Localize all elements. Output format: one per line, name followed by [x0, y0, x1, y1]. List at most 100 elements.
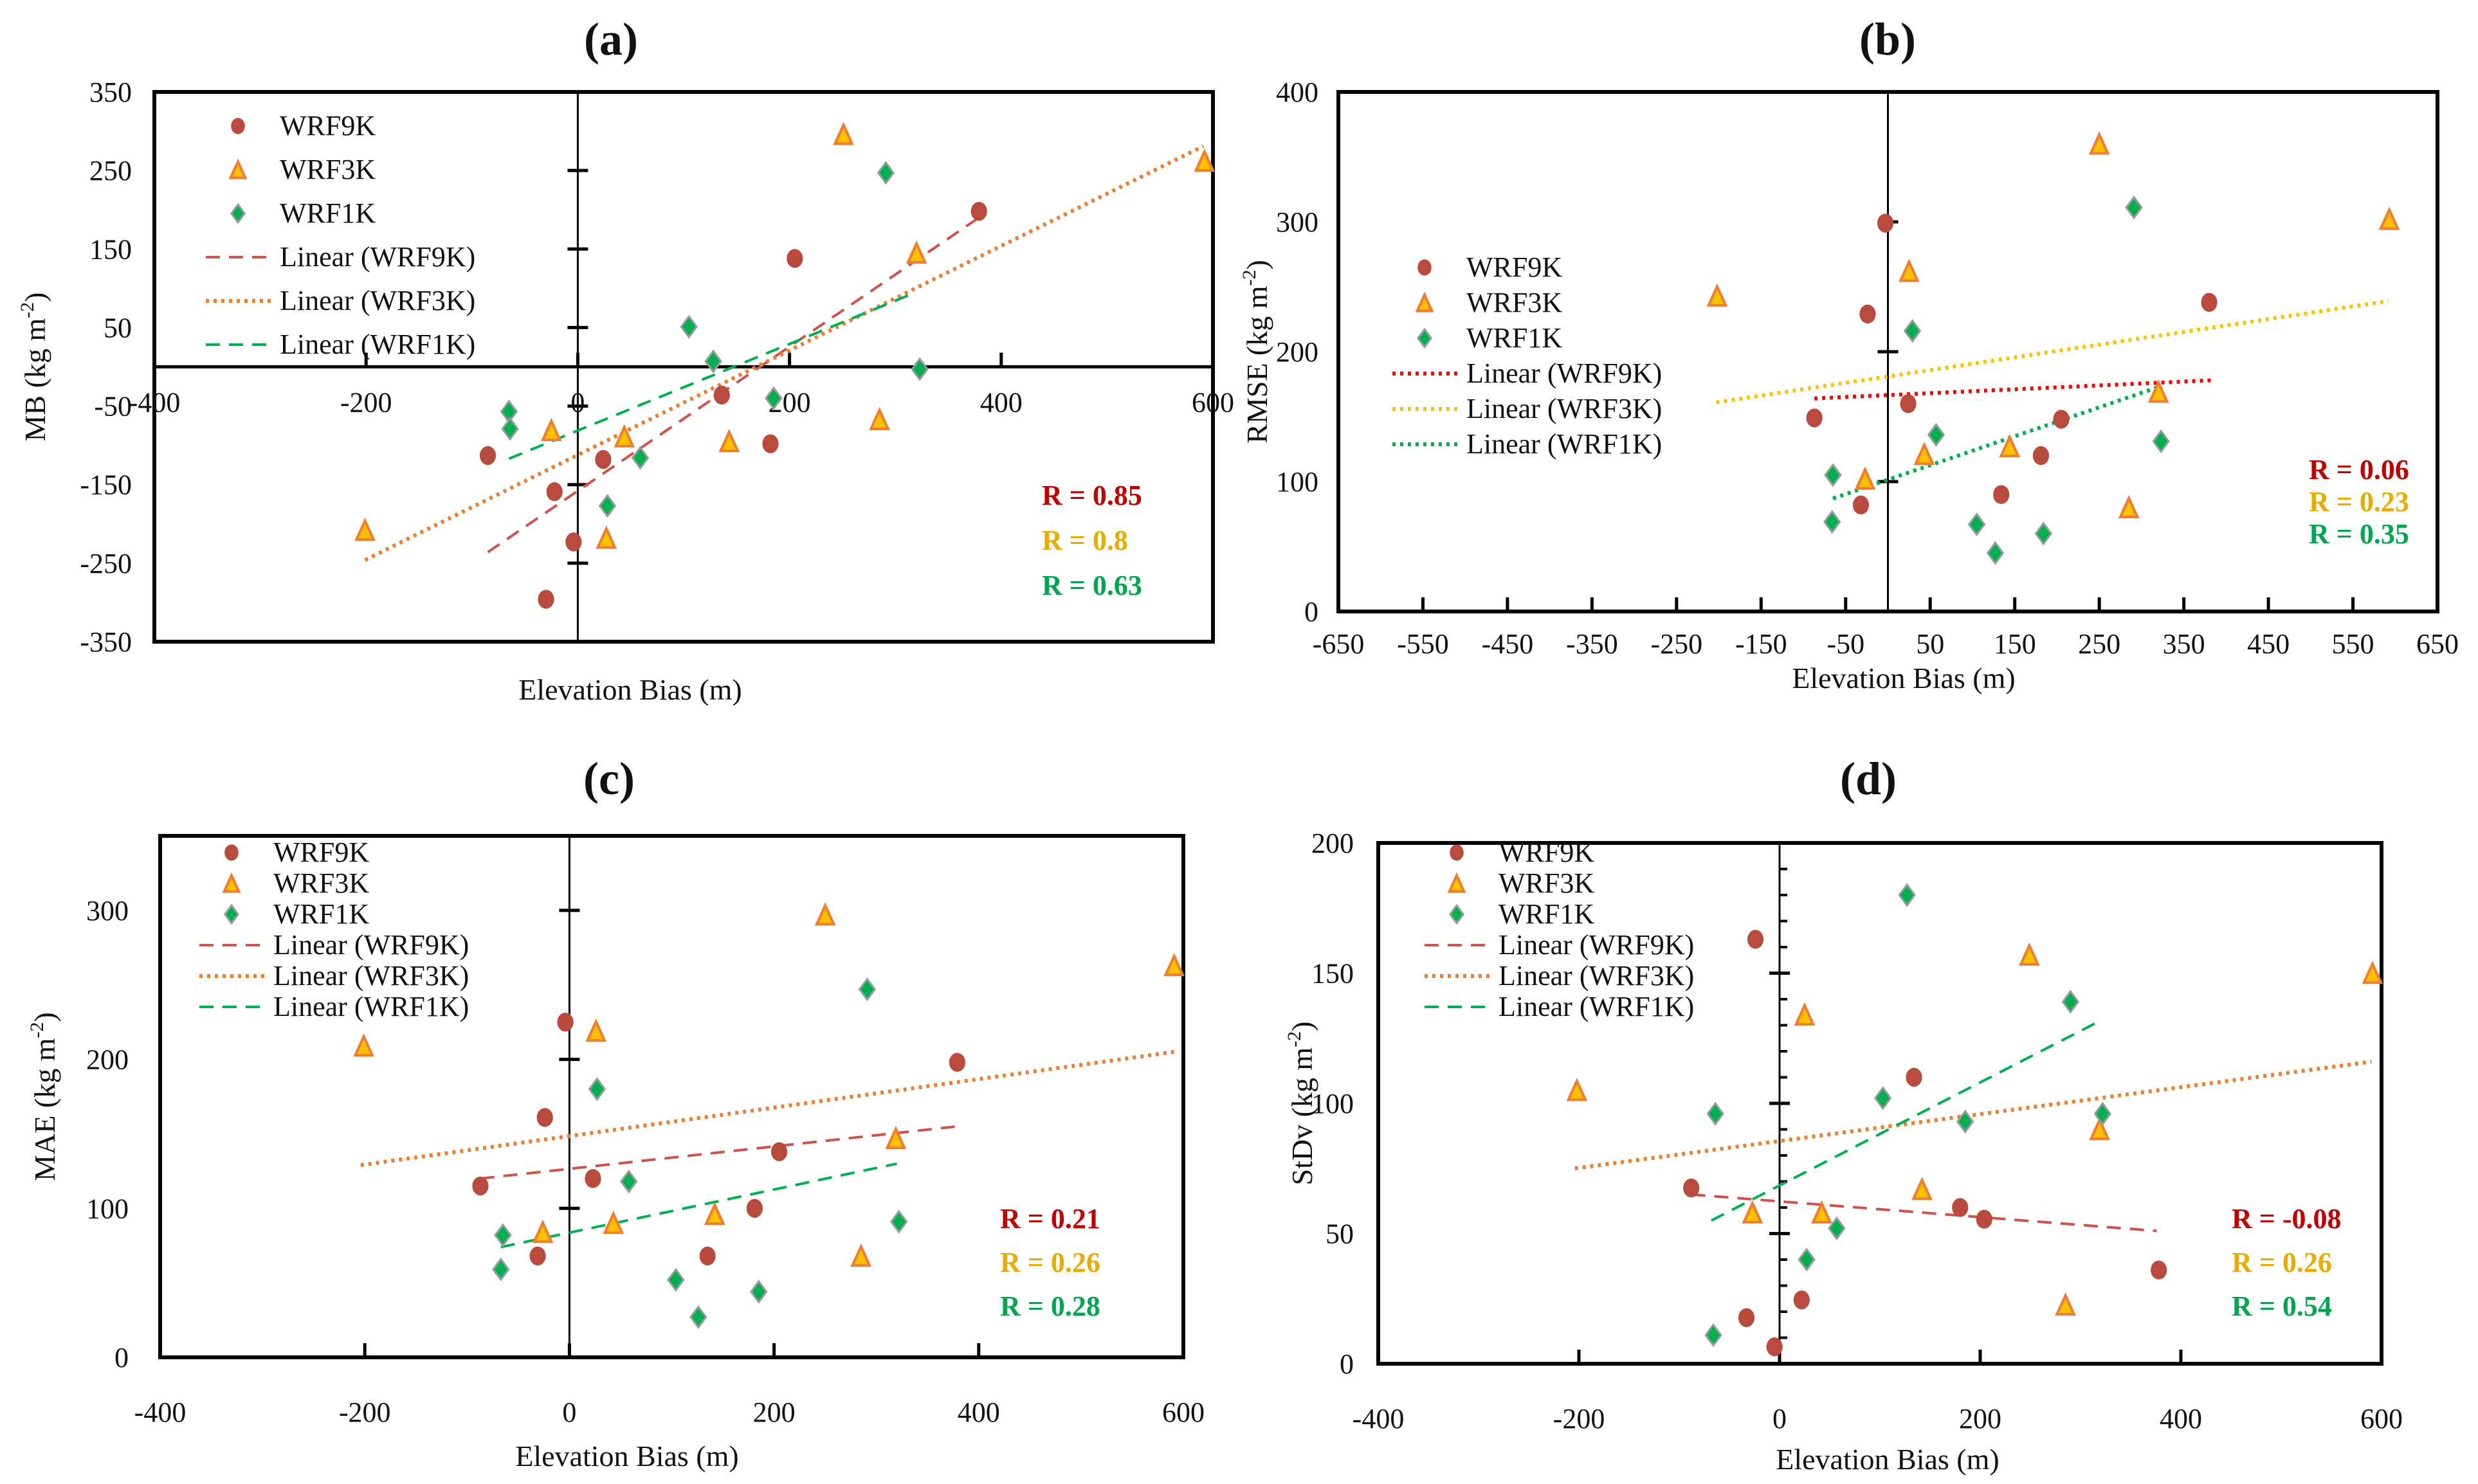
legend-label: Linear (WRF1K): [280, 329, 475, 360]
y-tick-label: 300: [86, 895, 129, 927]
y-tick-label: -250: [80, 548, 132, 579]
y-tick-label: 350: [89, 77, 132, 108]
x-tick-label: 200: [753, 1397, 796, 1428]
data-point-wrf1k: [1823, 509, 1841, 534]
y-tick-label: 200: [86, 1044, 129, 1076]
legend-label: Linear (WRF3K): [1499, 960, 1694, 991]
x-tick-label: -400: [129, 387, 181, 419]
data-point-wrf1k: [877, 161, 895, 185]
data-point-wrf3k: [704, 1202, 725, 1226]
data-point-wrf3k: [1794, 1002, 1816, 1026]
r-value-annotation: R = 0.63: [1042, 570, 1142, 601]
data-point-wrf1k: [501, 417, 519, 441]
x-axis-label: Elevation Bias (m): [518, 673, 742, 706]
legend-marker-wrf1k: [1416, 327, 1433, 349]
data-point-wrf3k: [1194, 148, 1216, 172]
x-tick-label: 400: [958, 1397, 1000, 1428]
data-point-wrf9k: [762, 434, 779, 453]
data-point-wrf3k: [814, 902, 836, 926]
data-point-wrf1k: [667, 1267, 685, 1292]
data-point-wrf1k: [1706, 1101, 1724, 1126]
legend-marker-wrf9k: [1417, 259, 1432, 276]
data-point-wrf1k: [1956, 1109, 1974, 1134]
data-point-wrf9k: [1906, 1067, 1922, 1087]
x-tick-label: 0: [1772, 1403, 1787, 1434]
x-tick-label: -400: [134, 1397, 187, 1428]
legend-label: Linear (WRF9K): [280, 241, 475, 273]
data-point-wrf3k: [596, 525, 617, 549]
r-value-annotation: R = 0.26: [1000, 1247, 1100, 1278]
data-point-wrf1k: [631, 446, 650, 470]
r-value-annotation: R = -0.08: [2232, 1203, 2342, 1235]
x-tick-label: -50: [1827, 628, 1864, 660]
data-point-wrf3k: [1913, 442, 1935, 466]
data-point-wrf1k: [2034, 521, 2053, 546]
x-tick-label: 50: [1916, 628, 1944, 660]
y-tick-label: 0: [114, 1342, 129, 1373]
legend-label: WRF1K: [280, 197, 376, 229]
data-point-wrf3k: [2019, 942, 2040, 966]
data-point-wrf1k: [2152, 429, 2170, 454]
data-point-wrf3k: [2362, 960, 2383, 984]
data-point-wrf1k: [2093, 1101, 2112, 1126]
data-point-wrf1k: [704, 349, 722, 374]
panel-a-mb: (a) Elevation Bias (m) -350 -250 -150 -50 50…: [17, 14, 1234, 706]
data-point-wrf9k: [565, 532, 582, 552]
data-point-wrf9k: [1852, 495, 1870, 515]
x-tick-label: 0: [562, 1397, 576, 1428]
x-tick-label: -150: [1735, 628, 1787, 660]
y-axis-label: MB (kg m-2): [17, 292, 51, 441]
y-tick-label: 150: [89, 233, 132, 265]
data-point-wrf1k: [858, 977, 877, 1002]
data-point-wrf3k: [585, 1018, 607, 1042]
data-point-wrf1k: [619, 1169, 638, 1194]
legend-marker-wrf9k: [224, 844, 239, 861]
data-point-wrf3k: [540, 417, 562, 442]
data-point-wrf3k: [1811, 1200, 1832, 1224]
legend-label: WRF3K: [1466, 287, 1562, 318]
legend-marker-wrf1k: [230, 203, 246, 224]
legend-label: Linear (WRF3K): [1466, 393, 1662, 424]
x-tick-label: 600: [1162, 1397, 1205, 1428]
data-point-wrf9k: [538, 590, 554, 609]
data-point-wrf3k: [1911, 1177, 1933, 1200]
legend-label: Linear (WRF3K): [280, 285, 475, 316]
data-point-wrf3k: [2055, 1292, 2076, 1316]
trendline-linear-wrf9k: [480, 1125, 958, 1180]
legend-label: Linear (WRF9K): [1466, 357, 1662, 389]
data-point-wrf1k: [680, 314, 698, 339]
y-axis-label: MAE (kg m-2): [26, 1012, 61, 1181]
data-point-wrf3k: [2089, 1116, 2111, 1141]
legend-marker-wrf3k: [222, 872, 241, 893]
data-point-wrf3k: [850, 1243, 872, 1267]
r-value-annotation: R = 0.85: [1042, 480, 1142, 511]
data-point-wrf3k: [353, 1033, 375, 1057]
data-point-wrf1k: [2125, 195, 2143, 220]
data-point-wrf3k: [885, 1125, 907, 1150]
y-tick-label: -350: [80, 626, 132, 658]
data-point-wrf1k: [689, 1305, 707, 1330]
trendline-linear-wrf9k: [487, 216, 980, 554]
data-point-wrf9k: [2053, 410, 2070, 429]
r-value-annotation: R = 0.21: [1000, 1203, 1100, 1235]
data-point-wrf9k: [585, 1169, 601, 1188]
data-point-wrf1k: [1903, 319, 1922, 343]
data-point-wrf9k: [2151, 1260, 2167, 1280]
trendline-linear-wrf1k: [500, 1162, 897, 1249]
data-point-wrf9k: [1952, 1198, 1969, 1217]
x-tick-label: 350: [2163, 628, 2205, 660]
data-point-wrf9k: [1976, 1209, 1992, 1229]
data-point-wrf3k: [1742, 1200, 1763, 1224]
data-point-wrf1k: [889, 1209, 908, 1234]
x-tick-label: -200: [1553, 1403, 1605, 1434]
panel-d-stdv: (d) Elevation Bias (m) 0 50 100 150 200 -400 -…: [1284, 753, 2403, 1476]
data-point-wrf9k: [595, 449, 612, 469]
r-value-annotation: R = 0.8: [1042, 525, 1128, 556]
trendline-linear-wrf3k: [360, 1050, 1175, 1168]
data-point-wrf3k: [2147, 379, 2169, 403]
r-value-annotation: R = 0.35: [2309, 518, 2409, 550]
x-tick-label: 650: [2416, 628, 2459, 660]
